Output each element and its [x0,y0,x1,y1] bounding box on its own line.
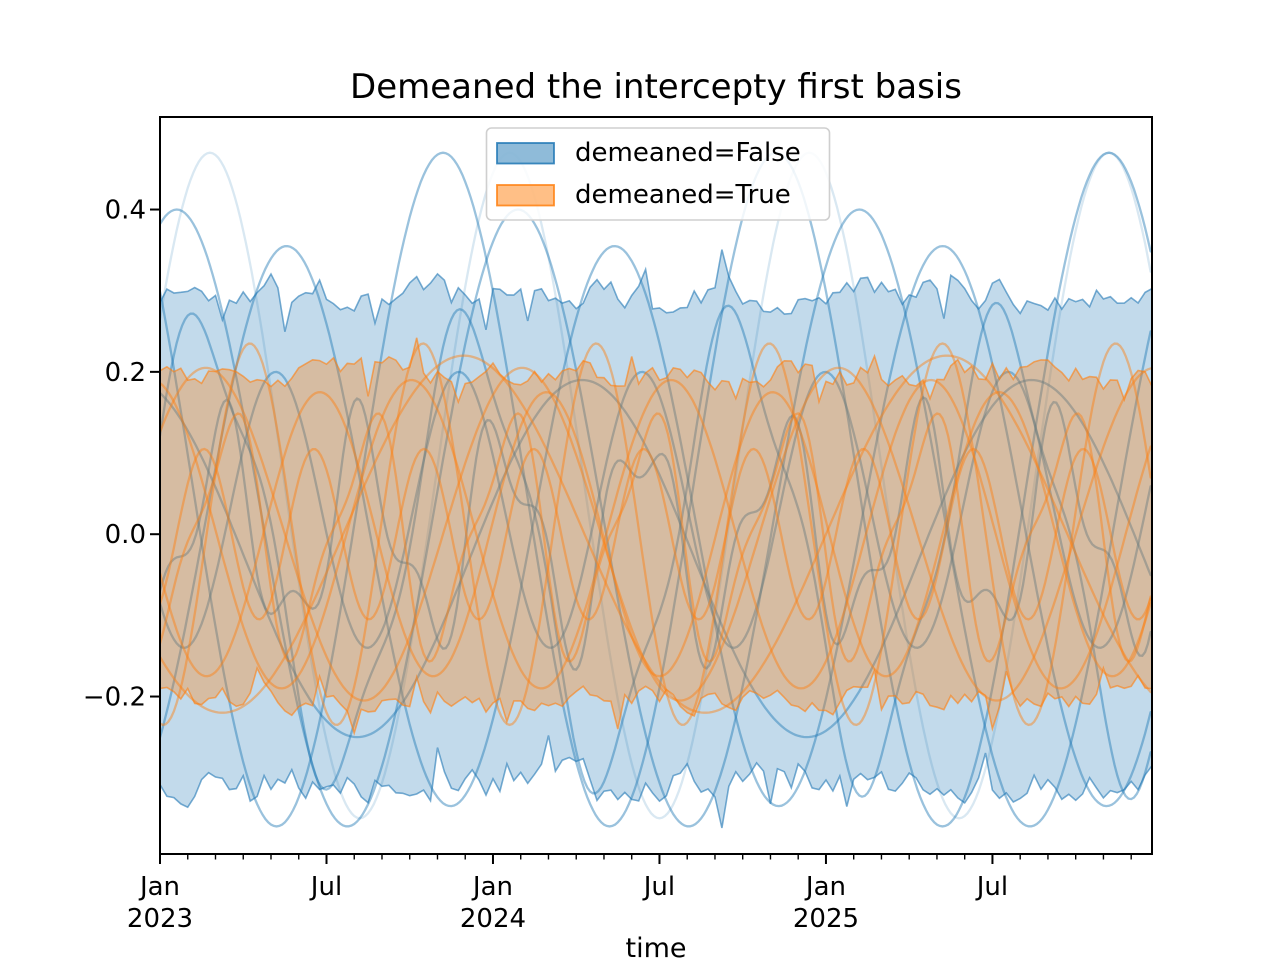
series-line-14 [160,447,1152,621]
series-line-13 [160,378,1152,690]
x-tick-label-month: Jul [975,872,1008,902]
series-line-2 [160,208,1152,828]
band-true [160,337,1152,734]
y-tick-label: −0.2 [83,683,146,713]
band-lower-edge [160,665,1152,736]
series-line-10 [160,391,1152,678]
legend-swatch-demeaned-false [496,142,555,165]
band-lower-edge [160,735,1152,829]
band-upper-edge [160,249,1152,332]
x-axis-title: time [625,933,686,960]
x-tick-label-year: 2024 [460,904,526,934]
series-line-8 [160,342,1152,727]
legend-swatch-demeaned-true [496,184,555,207]
x-tick-label-month: Jan [471,872,513,902]
axis-ticks [150,208,1132,864]
plot-border [159,116,1153,855]
x-tick-label-month: Jul [642,872,675,902]
series-line-5 [160,370,1152,649]
band-false [160,249,1152,829]
y-tick-labels: 0.4 0.2 0.0 −0.2 [83,196,146,713]
band-layer-demeaned-false [160,249,1152,829]
series-line-12 [160,412,1152,663]
x-tick-label-month: Jul [309,872,342,902]
line-layer-demeaned-true [160,342,1152,727]
x-tick-label-year: 2023 [127,904,193,934]
series-line-9 [160,366,1152,702]
series-line-4 [160,301,1152,801]
band-upper-edge [160,337,1152,405]
line-layer-demeaned-false [160,151,1152,828]
x-tick-label-year: 2025 [793,904,859,934]
legend-box [485,127,831,221]
legend: demeaned=False demeaned=True [485,127,831,221]
y-tick-label: 0.0 [105,520,146,550]
x-tick-label-month: Jan [138,872,180,902]
x-tick-label-month: Jan [804,872,846,902]
chart-title: Demeaned the intercepty first basis [350,67,962,107]
legend-label-demeaned-false: demeaned=False [575,138,801,168]
series-line-0 [160,151,1152,820]
series-line-11 [160,354,1152,714]
y-tick-label: 0.4 [105,196,146,226]
series-line-7 [160,395,1152,671]
y-tick-label: 0.2 [105,358,146,388]
legend-label-demeaned-true: demeaned=True [575,180,791,210]
band-layer-demeaned-true [160,337,1152,736]
series-line-6 [160,378,1152,739]
series-line-3 [160,244,1152,808]
